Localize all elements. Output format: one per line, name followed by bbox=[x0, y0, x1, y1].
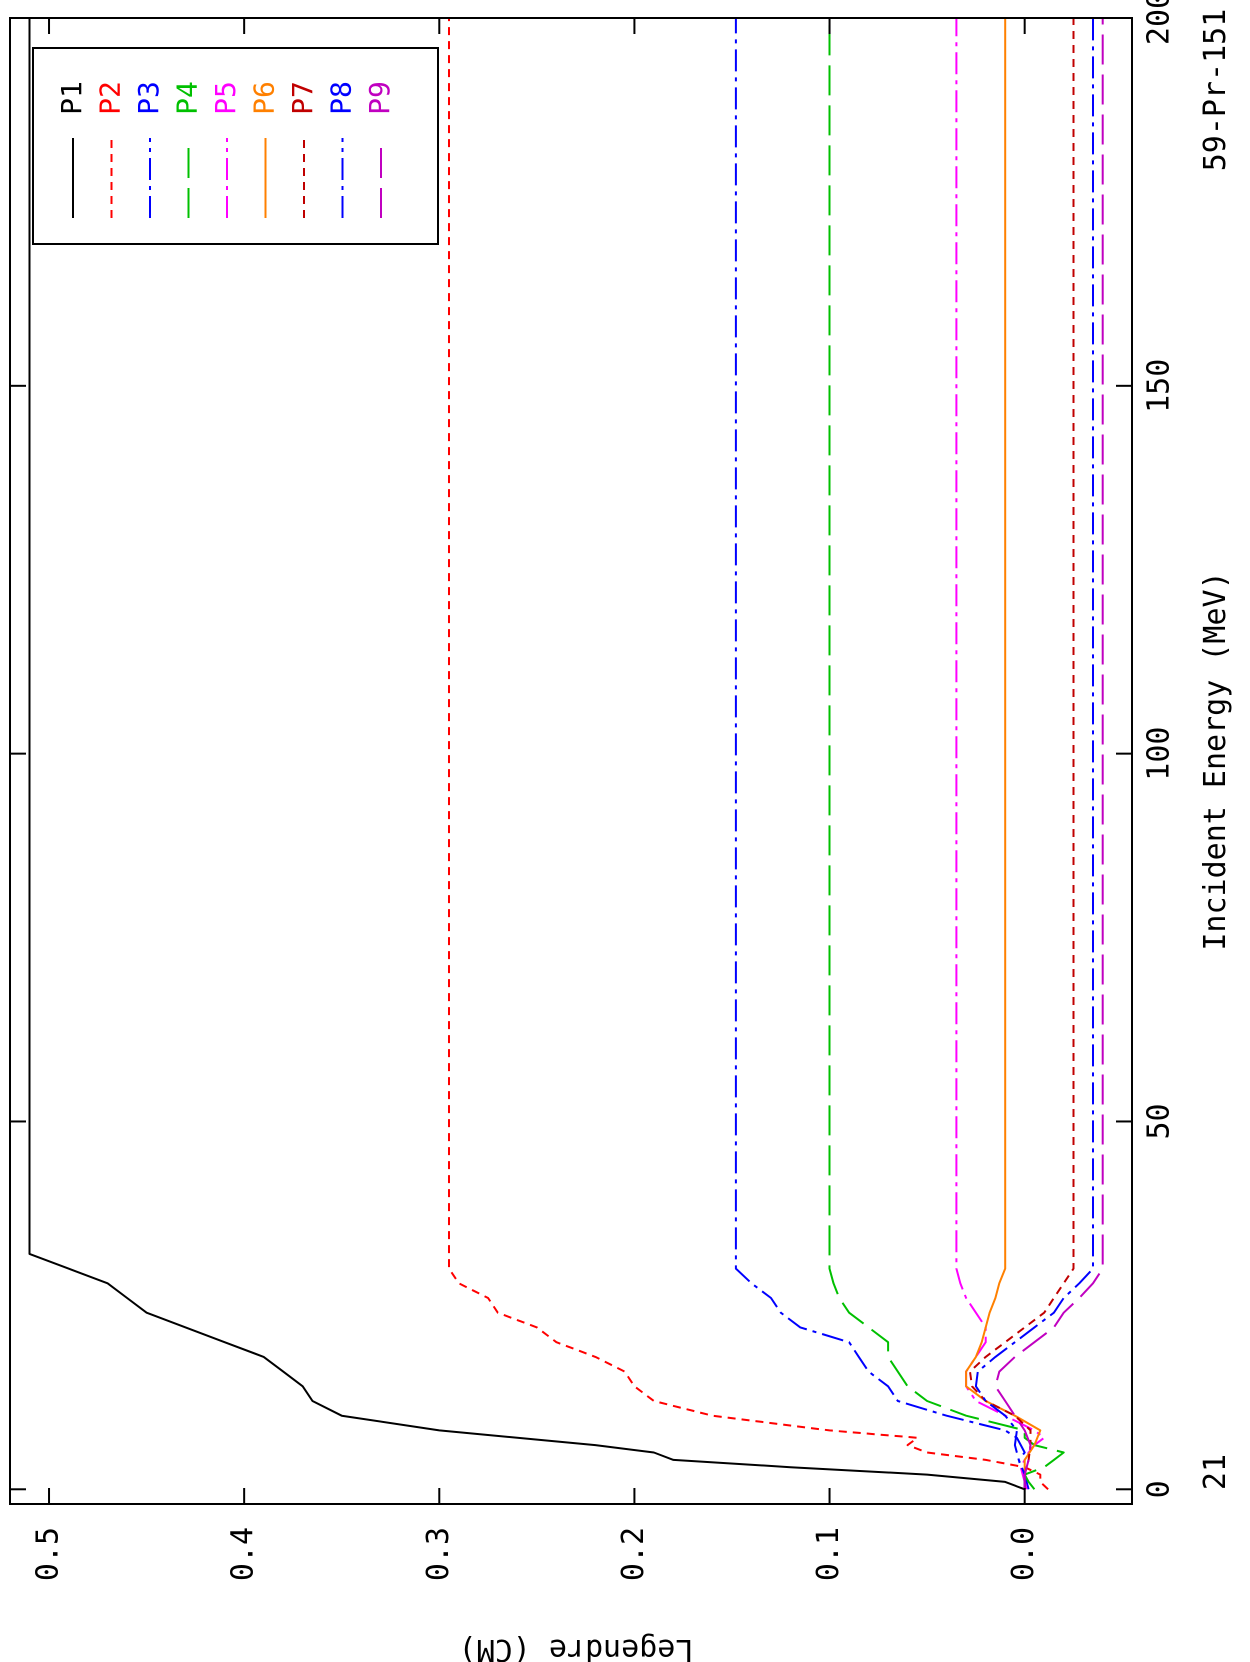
series-line-p6 bbox=[965, 18, 1042, 1490]
legend-label-p7: P7 bbox=[286, 81, 319, 115]
legend-label-p4: P4 bbox=[171, 81, 204, 115]
y-tick-label: 0.0 bbox=[1006, 1527, 1041, 1581]
x-tick-label: 100 bbox=[1142, 727, 1177, 781]
axis-tick-labels: 0 50 100 150 200 0.5 0.4 0.3 0.2 0.1 0.0 bbox=[31, 0, 1177, 1581]
plot-area bbox=[28, 18, 1104, 1491]
series-line-p7 bbox=[969, 18, 1075, 1490]
x-tick-label: 150 bbox=[1142, 359, 1177, 413]
series-line-p3 bbox=[734, 18, 1030, 1490]
series-line-p1 bbox=[28, 18, 1026, 1491]
y-axis-label: Legendre (CM) bbox=[459, 1632, 694, 1662]
legend-label-p1: P1 bbox=[55, 81, 88, 115]
legend-label-p8: P8 bbox=[325, 81, 358, 115]
corner-label-left: 21 bbox=[1198, 1454, 1233, 1490]
legend-box bbox=[32, 47, 439, 245]
x-axis-label: Incident Energy (MeV) bbox=[1198, 571, 1233, 950]
y-tick-label: 0.4 bbox=[226, 1527, 261, 1581]
x-tick-label: 50 bbox=[1142, 1103, 1177, 1139]
y-tick-label: 0.2 bbox=[616, 1527, 651, 1581]
y-tick-label: 0.1 bbox=[811, 1527, 846, 1581]
corner-label-right: 59-Pr-151 bbox=[1198, 9, 1233, 172]
y-tick-label: 0.3 bbox=[421, 1527, 456, 1581]
series-line-p9 bbox=[994, 18, 1104, 1490]
legend-label-p6: P6 bbox=[248, 81, 281, 115]
x-tick-label: 200 bbox=[1142, 0, 1177, 45]
axis-ticks bbox=[10, 17, 1132, 1504]
legend-label-p9: P9 bbox=[363, 81, 396, 115]
x-tick-label: 0 bbox=[1142, 1480, 1177, 1498]
legend: P1 P2 P3 P4 P5 P6 P7 P8 P9 bbox=[32, 47, 439, 245]
y-tick-label: 0.5 bbox=[31, 1527, 66, 1581]
series-line-p8 bbox=[974, 18, 1094, 1490]
series-line-p4 bbox=[828, 18, 1065, 1490]
legend-label-p2: P2 bbox=[94, 81, 127, 115]
legend-label-p5: P5 bbox=[209, 81, 242, 115]
plot-frame bbox=[9, 17, 1133, 1505]
legend-label-p3: P3 bbox=[132, 81, 165, 115]
